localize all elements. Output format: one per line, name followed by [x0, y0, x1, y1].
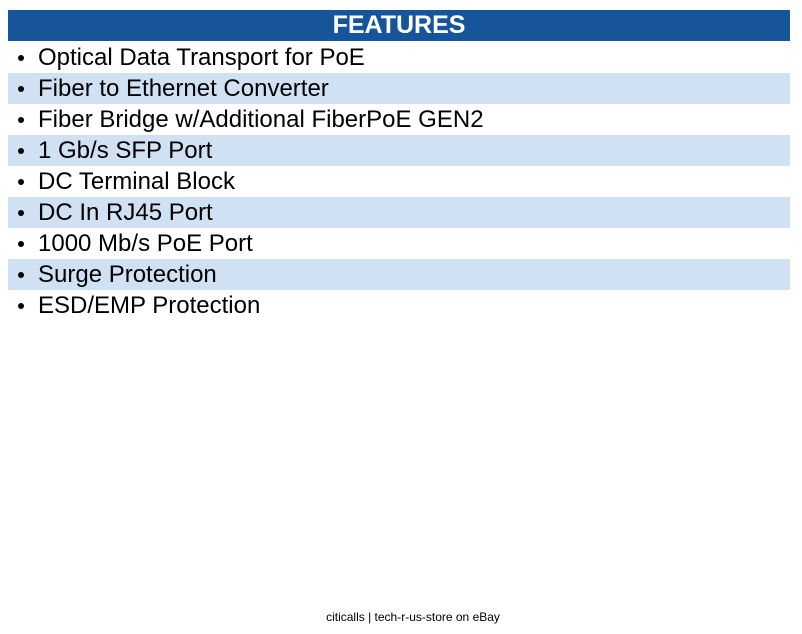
feature-text: DC In RJ45 Port: [38, 199, 213, 226]
feature-item: Fiber Bridge w/Additional FiberPoE GEN2: [8, 104, 790, 135]
feature-text: Surge Protection: [38, 261, 217, 288]
feature-item: 1 Gb/s SFP Port: [8, 135, 790, 166]
features-title: FEATURES: [8, 10, 790, 41]
feature-item: 1000 Mb/s PoE Port: [8, 228, 790, 259]
feature-item: ESD/EMP Protection: [8, 290, 790, 321]
feature-text: 1 Gb/s SFP Port: [38, 137, 213, 164]
feature-item: Fiber to Ethernet Converter: [8, 73, 790, 104]
bullet: [18, 179, 24, 185]
feature-item: DC Terminal Block: [8, 166, 790, 197]
bullet: [18, 210, 24, 216]
bullet: [18, 55, 24, 61]
feature-text: Optical Data Transport for PoE: [38, 44, 365, 71]
features-list: Optical Data Transport for PoE Fiber to E…: [8, 42, 790, 321]
feature-text: Fiber Bridge w/Additional FiberPoE GEN2: [38, 106, 484, 133]
feature-text: Fiber to Ethernet Converter: [38, 75, 329, 102]
bullet: [18, 86, 24, 92]
bullet: [18, 303, 24, 309]
bullet: [18, 148, 24, 154]
feature-item: Optical Data Transport for PoE: [8, 42, 790, 73]
feature-item: Surge Protection: [8, 259, 790, 290]
feature-text: 1000 Mb/s PoE Port: [38, 230, 253, 257]
bullet: [18, 241, 24, 247]
feature-text: ESD/EMP Protection: [38, 292, 261, 319]
footer-text: citicalls | tech-r-us-store on eBay: [326, 610, 500, 624]
feature-item: DC In RJ45 Port: [8, 197, 790, 228]
feature-text: DC Terminal Block: [38, 168, 235, 195]
bullet: [18, 117, 24, 123]
bullet: [18, 272, 24, 278]
